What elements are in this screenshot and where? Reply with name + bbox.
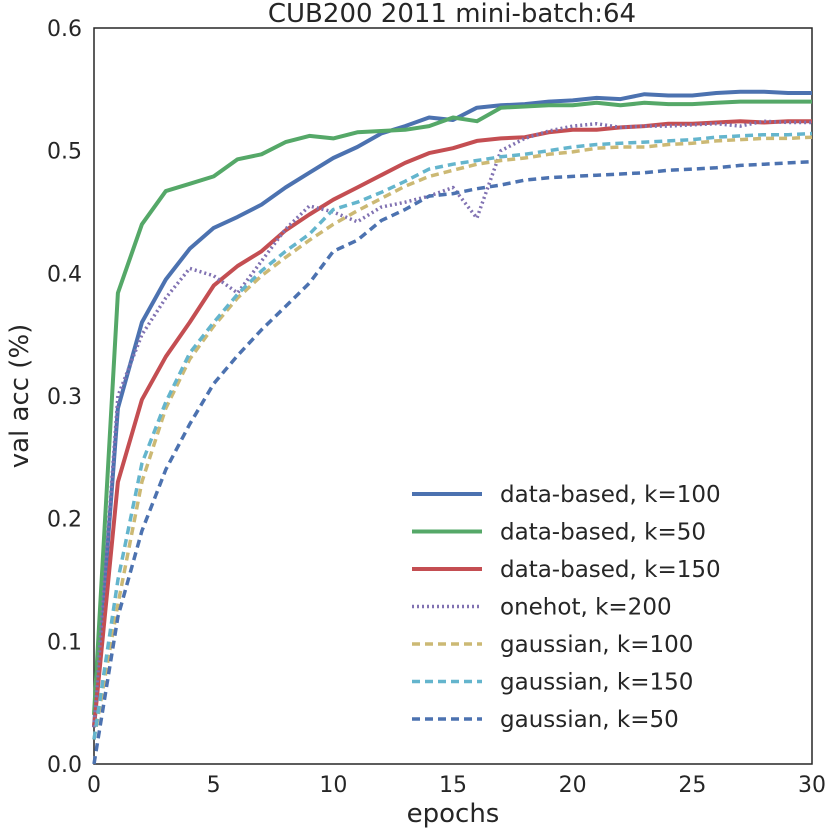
y-tick-label: 0.4 bbox=[47, 262, 82, 287]
x-tick-label: 10 bbox=[319, 773, 347, 798]
x-tick-label: 5 bbox=[207, 773, 221, 798]
series-line-0 bbox=[92, 89, 812, 728]
y-axis-label: val acc (%) bbox=[5, 324, 35, 469]
x-tick-label: 30 bbox=[798, 773, 826, 798]
legend-label-2: data-based, k=150 bbox=[500, 557, 721, 583]
y-tick-label: 0.3 bbox=[47, 385, 82, 410]
legend: data-based, k=100 data-based, k=50 data-ba… bbox=[412, 482, 721, 733]
legend-label-5: gaussian, k=150 bbox=[500, 670, 693, 696]
tick-layer: 0 5 10 15 20 25 30 0.0 0.1 0.2 0.3 0.4 0.5 0.6 bbox=[47, 17, 826, 798]
series-layer bbox=[92, 89, 813, 765]
y-tick-label: 0.2 bbox=[47, 508, 82, 533]
x-axis-label: epochs bbox=[407, 799, 500, 829]
plot-area bbox=[93, 27, 813, 765]
series-line-4 bbox=[92, 135, 813, 740]
legend-label-0: data-based, k=100 bbox=[500, 482, 721, 508]
series-line-2 bbox=[92, 119, 812, 728]
legend-label-1: data-based, k=50 bbox=[500, 520, 706, 546]
x-tick-label: 25 bbox=[678, 773, 706, 798]
legend-label-3: onehot, k=200 bbox=[500, 595, 672, 621]
y-tick-label: 0.0 bbox=[47, 753, 82, 778]
legend-label-6: gaussian, k=50 bbox=[500, 707, 679, 733]
series-line-6 bbox=[92, 159, 813, 765]
series-line-3 bbox=[92, 119, 812, 728]
series-line-5 bbox=[92, 131, 813, 740]
x-tick-label: 15 bbox=[439, 773, 467, 798]
series-line-1 bbox=[92, 99, 812, 716]
y-tick-label: 0.1 bbox=[47, 630, 82, 655]
chart-title: CUB200 2011 mini-batch:64 bbox=[268, 0, 636, 29]
legend-label-4: gaussian, k=100 bbox=[500, 632, 693, 658]
x-tick-label: 0 bbox=[87, 773, 101, 798]
y-tick-label: 0.5 bbox=[47, 140, 82, 165]
y-tick-label: 0.6 bbox=[47, 17, 82, 42]
x-tick-label: 20 bbox=[559, 773, 587, 798]
